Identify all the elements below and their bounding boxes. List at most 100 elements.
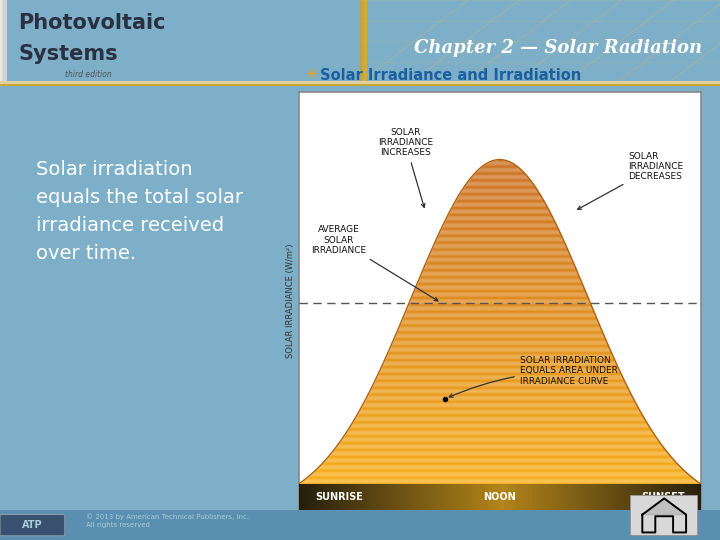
Bar <box>0 534 720 538</box>
Bar <box>548 484 552 510</box>
Bar <box>0 534 720 538</box>
Bar <box>0 532 720 537</box>
Bar <box>363 0 366 83</box>
Bar <box>1 0 6 83</box>
Bar <box>624 484 629 510</box>
Bar <box>361 0 364 83</box>
Bar <box>361 0 364 83</box>
Bar <box>0 0 4 83</box>
Bar <box>361 0 365 83</box>
Bar <box>1 0 5 83</box>
Bar <box>0 531 720 536</box>
Bar <box>1 0 5 83</box>
Bar <box>360 0 364 83</box>
Bar <box>0 531 720 536</box>
Bar <box>0 533 720 537</box>
Bar <box>629 484 632 510</box>
Bar <box>361 0 365 83</box>
Text: Solar irradiation
equals the total solar
irradiance received
over time.: Solar irradiation equals the total solar… <box>36 160 243 264</box>
Bar <box>0 535 720 539</box>
Bar <box>456 484 459 510</box>
Bar <box>315 484 319 510</box>
Bar <box>3 0 6 83</box>
Bar <box>0 532 720 537</box>
Bar <box>3 0 6 83</box>
Bar <box>556 484 560 510</box>
Bar <box>588 484 592 510</box>
Bar <box>0 531 720 536</box>
Bar <box>0 0 4 83</box>
Bar <box>552 484 556 510</box>
Bar <box>464 484 467 510</box>
Bar <box>361 0 364 83</box>
Bar <box>0 534 720 538</box>
Bar <box>0 531 720 536</box>
Bar <box>0 532 720 536</box>
Bar <box>0 533 720 537</box>
Bar <box>636 484 640 510</box>
Bar <box>2 0 6 83</box>
Bar <box>1 0 4 83</box>
Bar <box>668 484 672 510</box>
Bar <box>1 0 5 83</box>
Bar <box>361 0 365 83</box>
Bar <box>0 534 720 538</box>
Bar <box>360 0 364 83</box>
Bar <box>361 0 365 83</box>
Bar <box>0 0 4 83</box>
Bar <box>0 535 720 539</box>
Bar <box>3 0 6 83</box>
Bar <box>3 0 6 83</box>
Text: SOLAR IRRADIATION
EQUALS AREA UNDER
IRRADIANCE CURVE: SOLAR IRRADIATION EQUALS AREA UNDER IRRA… <box>449 356 618 397</box>
Bar <box>0 0 4 83</box>
Bar <box>592 484 596 510</box>
Bar <box>1 0 5 83</box>
Text: SUNRISE: SUNRISE <box>315 492 363 502</box>
Bar <box>362 0 366 83</box>
Text: AVERAGE
SOLAR
IRRADIANCE: AVERAGE SOLAR IRRADIANCE <box>312 225 438 301</box>
Bar <box>362 0 366 83</box>
Bar <box>360 0 364 83</box>
Bar <box>343 484 347 510</box>
Bar <box>540 484 544 510</box>
Bar <box>0 534 720 538</box>
Bar <box>596 484 600 510</box>
Bar <box>2 0 6 83</box>
Bar <box>616 484 620 510</box>
Bar <box>436 484 439 510</box>
Bar <box>484 484 487 510</box>
Bar <box>361 0 364 83</box>
Bar <box>4 0 7 83</box>
Bar <box>363 0 366 83</box>
Bar <box>399 484 403 510</box>
Bar <box>1 0 5 83</box>
Text: Solar Irradiance and Irradiation: Solar Irradiance and Irradiation <box>315 69 581 83</box>
Bar <box>364 0 367 83</box>
Bar <box>1 0 5 83</box>
Bar <box>367 484 371 510</box>
Bar <box>3 0 6 83</box>
Bar <box>362 0 366 83</box>
Text: ATP: ATP <box>22 519 42 530</box>
Bar <box>361 0 364 83</box>
Bar <box>0 534 720 538</box>
Bar <box>1 0 5 83</box>
Bar <box>0 533 720 537</box>
Bar <box>523 484 528 510</box>
Bar <box>361 0 365 83</box>
Bar <box>660 484 665 510</box>
Bar <box>364 0 367 83</box>
Text: SUNSET: SUNSET <box>641 492 685 502</box>
Bar <box>362 0 366 83</box>
Bar <box>327 484 331 510</box>
Bar <box>0 531 720 536</box>
Bar <box>0 81 720 84</box>
Bar <box>362 0 366 83</box>
Bar <box>0 535 720 539</box>
Bar <box>2 0 6 83</box>
Bar <box>361 0 364 83</box>
Bar <box>572 484 576 510</box>
Bar <box>362 0 366 83</box>
Bar <box>362 0 366 83</box>
Bar <box>363 0 366 83</box>
